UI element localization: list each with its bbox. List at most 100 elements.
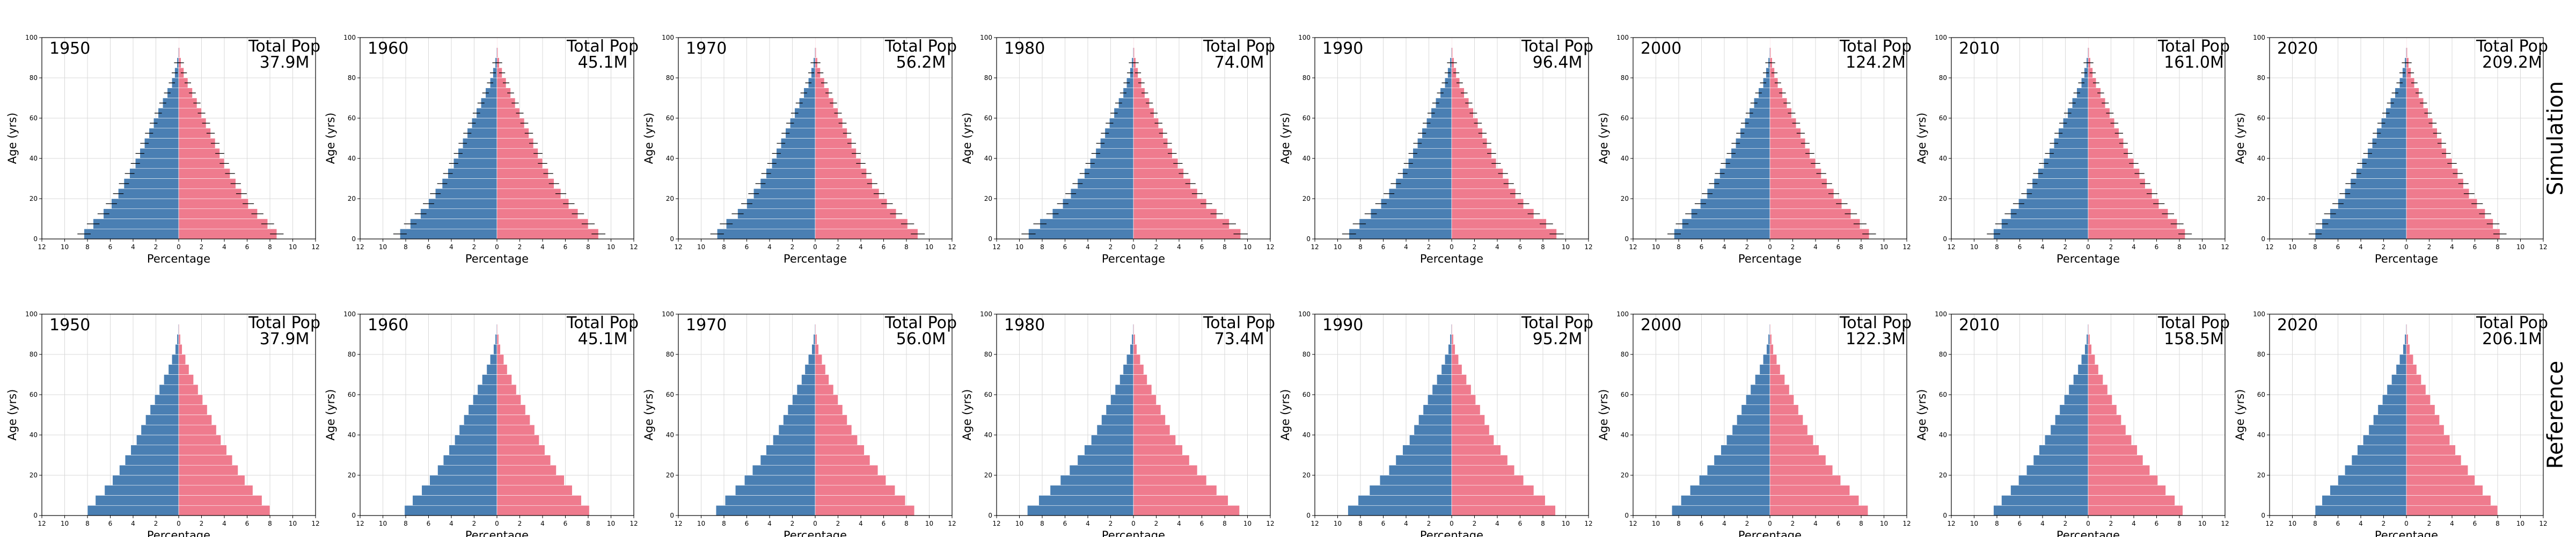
male-bar bbox=[437, 465, 497, 476]
x-tick-label: 10 bbox=[2198, 243, 2206, 251]
male-bar bbox=[428, 198, 497, 209]
male-bar bbox=[1104, 128, 1134, 139]
male-bar bbox=[2026, 465, 2089, 476]
female-bar bbox=[1451, 465, 1515, 476]
female-bar bbox=[2088, 188, 2153, 199]
x-tick-label: 6 bbox=[882, 243, 886, 251]
male-bar bbox=[168, 364, 179, 375]
male-bar bbox=[744, 475, 816, 486]
female-bar bbox=[815, 415, 847, 425]
female-bar bbox=[2088, 505, 2183, 516]
female-bar bbox=[815, 354, 823, 365]
male-bar bbox=[1721, 445, 1770, 455]
x-tick-label: 10 bbox=[1562, 243, 1570, 251]
x-tick-label: 6 bbox=[245, 243, 250, 251]
female-bar bbox=[2406, 415, 2440, 425]
female-bar bbox=[2088, 364, 2099, 375]
female-bar bbox=[178, 148, 220, 159]
male-bar bbox=[2387, 384, 2407, 395]
x-tick-label: 0 bbox=[495, 243, 499, 251]
x-tick-label: 12 bbox=[356, 520, 364, 527]
y-tick-label: 80 bbox=[1939, 351, 1947, 358]
y-tick-label: 0 bbox=[670, 512, 674, 519]
female-bar bbox=[1133, 465, 1198, 476]
male-bar bbox=[1414, 424, 1452, 436]
female-bar bbox=[1133, 485, 1217, 496]
x-tick-label: 8 bbox=[404, 243, 408, 251]
y-tick-label: 40 bbox=[1302, 155, 1311, 162]
y-axis-label: Age (yrs) bbox=[6, 389, 19, 441]
total-pop-label: Total Pop bbox=[1521, 314, 1593, 332]
female-bar bbox=[2406, 344, 2410, 355]
female-bar bbox=[1769, 198, 1842, 209]
year-label: 2000 bbox=[1641, 39, 1681, 58]
female-bar bbox=[1451, 158, 1497, 169]
panel-simulation-2000: 12 10 8 6 4 2 0 2 4 6 8 10 12020406080100PercentageA… bbox=[1597, 34, 1912, 265]
x-tick-label: 10 bbox=[1970, 243, 1978, 251]
female-bar bbox=[2406, 324, 2407, 335]
female-bar bbox=[1133, 198, 1207, 209]
female-bar bbox=[1769, 384, 1790, 395]
x-tick-label: 6 bbox=[1836, 520, 1841, 527]
female-bar bbox=[1451, 455, 1508, 466]
female-bar bbox=[1133, 445, 1183, 455]
y-tick-label: 100 bbox=[662, 34, 674, 41]
x-tick-label: 2 bbox=[1427, 520, 1431, 527]
y-axis-label: Age (yrs) bbox=[1279, 113, 1292, 164]
y-axis-label: Age (yrs) bbox=[961, 389, 974, 441]
panel-reference-1980: 12 10 8 6 4 2 0 2 4 6 8 10 12020406080100PercentageA… bbox=[961, 310, 1275, 537]
female-bar bbox=[815, 455, 870, 466]
female-bar bbox=[178, 118, 207, 129]
male-bar bbox=[1714, 178, 1770, 189]
female-bar bbox=[1133, 148, 1173, 159]
year-label: 1970 bbox=[686, 39, 727, 58]
female-bar bbox=[1133, 228, 1241, 240]
female-bar bbox=[2088, 415, 2121, 425]
female-bar bbox=[2406, 188, 2470, 199]
y-tick-label: 80 bbox=[348, 74, 356, 82]
female-bar bbox=[815, 344, 819, 355]
panel-reference-1970: 12 10 8 6 4 2 0 2 4 6 8 10 12020406080100PercentageA… bbox=[642, 310, 957, 537]
male-bar bbox=[1437, 374, 1452, 385]
male-bar bbox=[780, 138, 816, 149]
y-tick-label: 40 bbox=[2257, 431, 2265, 439]
x-tick-label: 2 bbox=[1109, 520, 1113, 527]
y-tick-label: 80 bbox=[1939, 74, 1947, 82]
male-bar bbox=[2368, 424, 2407, 436]
total-pop-value: 56.0M bbox=[896, 330, 946, 349]
x-tick-label: 4 bbox=[1813, 520, 1818, 527]
y-tick-label: 0 bbox=[2261, 512, 2265, 519]
x-tick-label: 12 bbox=[1266, 520, 1274, 527]
y-tick-label: 100 bbox=[1298, 34, 1311, 41]
female-bar bbox=[2088, 178, 2146, 189]
x-tick-label: 10 bbox=[379, 243, 387, 251]
male-bar bbox=[724, 495, 816, 506]
female-bar bbox=[815, 404, 843, 415]
male-bar bbox=[1077, 455, 1134, 466]
female-bar bbox=[178, 219, 268, 229]
panel-reference-2010: 12 10 8 6 4 2 0 2 4 6 8 10 12020406080100PercentageA… bbox=[1915, 310, 2230, 537]
female-bar bbox=[815, 178, 873, 189]
x-tick-label: 8 bbox=[404, 520, 408, 527]
female-bar bbox=[1451, 424, 1490, 436]
y-tick-label: 60 bbox=[1302, 391, 1311, 398]
x-axis-label: Percentage bbox=[784, 252, 847, 265]
male-bar bbox=[760, 455, 816, 466]
female-bar bbox=[1133, 128, 1163, 139]
y-tick-label: 0 bbox=[988, 235, 992, 243]
female-bar bbox=[1451, 374, 1467, 385]
female-bar bbox=[1133, 334, 1136, 345]
x-tick-label: 10 bbox=[2288, 243, 2296, 251]
total-pop-label: Total Pop bbox=[566, 37, 639, 56]
panel-simulation-1990: 12 10 8 6 4 2 0 2 4 6 8 10 12020406080100PercentageA… bbox=[1279, 34, 1593, 265]
male-bar bbox=[84, 228, 179, 240]
y-tick-label: 20 bbox=[1302, 471, 1311, 479]
male-bar bbox=[1422, 128, 1452, 139]
x-tick-label: 12 bbox=[1902, 243, 1911, 251]
female-bar bbox=[178, 354, 186, 365]
x-tick-label: 4 bbox=[1495, 243, 1499, 251]
total-pop-value: 206.1M bbox=[2482, 330, 2542, 349]
y-axis-label: Age (yrs) bbox=[324, 113, 337, 164]
x-tick-label: 2 bbox=[518, 243, 522, 251]
year-label: 1990 bbox=[1322, 39, 1363, 58]
